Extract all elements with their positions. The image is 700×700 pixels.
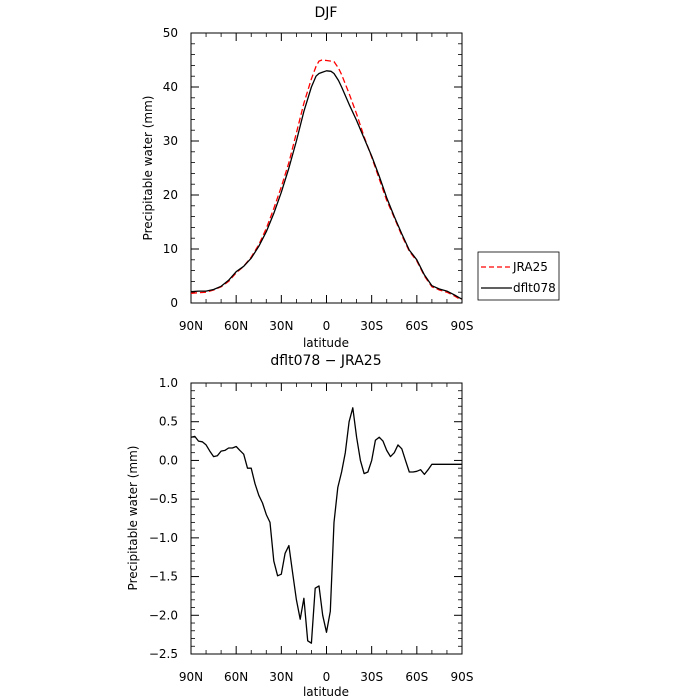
plot-frame [190,32,463,304]
y-tick-label: −1.5 [149,570,178,584]
x-tick-label: 90N [179,319,203,333]
x-tick-label: 0 [323,319,331,333]
chart-title: DJF [315,5,338,21]
x-tick-label: 30N [269,670,293,684]
y-tick-label: −1.0 [149,531,178,545]
y-tick-label: 50 [163,26,178,40]
x-tick-labels: 90N 60N 30N 0 30S 60S 90S [179,319,474,333]
y-tick-label: −2.5 [149,647,178,661]
x-tick-label: 60S [405,670,428,684]
x-tick-label: 60S [405,319,428,333]
y-axis-label: Precipitable water (mm) [141,96,155,241]
x-tick-label: 90S [451,670,474,684]
precipitable-water-chart: DJF 90N 60N 30N 0 30S 60S 90S 0 10 20 30 40 50 lati… [141,5,560,350]
y-tick-label: 10 [163,242,178,256]
x-axis-label: latitude [303,336,349,350]
y-tick-label: −0.5 [149,492,178,506]
y-tick-label: 0.0 [159,453,178,467]
plot-frame [190,382,463,655]
y-tick-label: 30 [163,134,178,148]
x-tick-label: 30S [360,319,383,333]
x-tick-label: 90N [179,670,203,684]
series-lines [190,59,463,300]
x-tick-label: 90S [451,319,474,333]
tick-marks [190,32,463,304]
y-tick-label: 1.0 [159,376,178,390]
difference-chart: dflt078 − JRA25 90N 60N 30N 0 30S 60S 90S 1.0 0… [126,353,473,699]
x-tick-label: 0 [323,670,331,684]
x-tick-label: 60N [224,319,248,333]
x-tick-labels: 90N 60N 30N 0 30S 60S 90S [179,670,474,684]
series-line-difference [190,407,462,644]
x-tick-label: 30S [360,670,383,684]
x-axis-label: latitude [303,685,349,699]
tick-marks [190,382,463,655]
y-tick-label: −2.0 [149,608,178,622]
y-tick-label: 40 [163,80,178,94]
y-tick-label: 20 [163,188,178,202]
legend-label-dflt078: dflt078 [513,281,556,295]
legend-box [477,251,560,301]
y-tick-label: 0.5 [159,415,178,429]
y-axis-label: Precipitable water (mm) [126,446,140,591]
x-tick-label: 60N [224,670,248,684]
series-line-dflt078 [190,70,463,300]
y-tick-labels: 1.0 0.5 0.0 −0.5 −1.0 −1.5 −2.0 −2.5 [149,376,178,661]
legend-label-jra25: JRA25 [512,260,548,274]
x-tick-label: 30N [269,319,293,333]
series-line-jra25 [190,59,463,300]
legend: JRA25 dflt078 [477,251,560,301]
series-lines [190,407,462,644]
y-tick-labels: 0 10 20 30 40 50 [163,26,178,310]
y-tick-label: 0 [170,296,178,310]
chart-title: dflt078 − JRA25 [270,353,381,369]
